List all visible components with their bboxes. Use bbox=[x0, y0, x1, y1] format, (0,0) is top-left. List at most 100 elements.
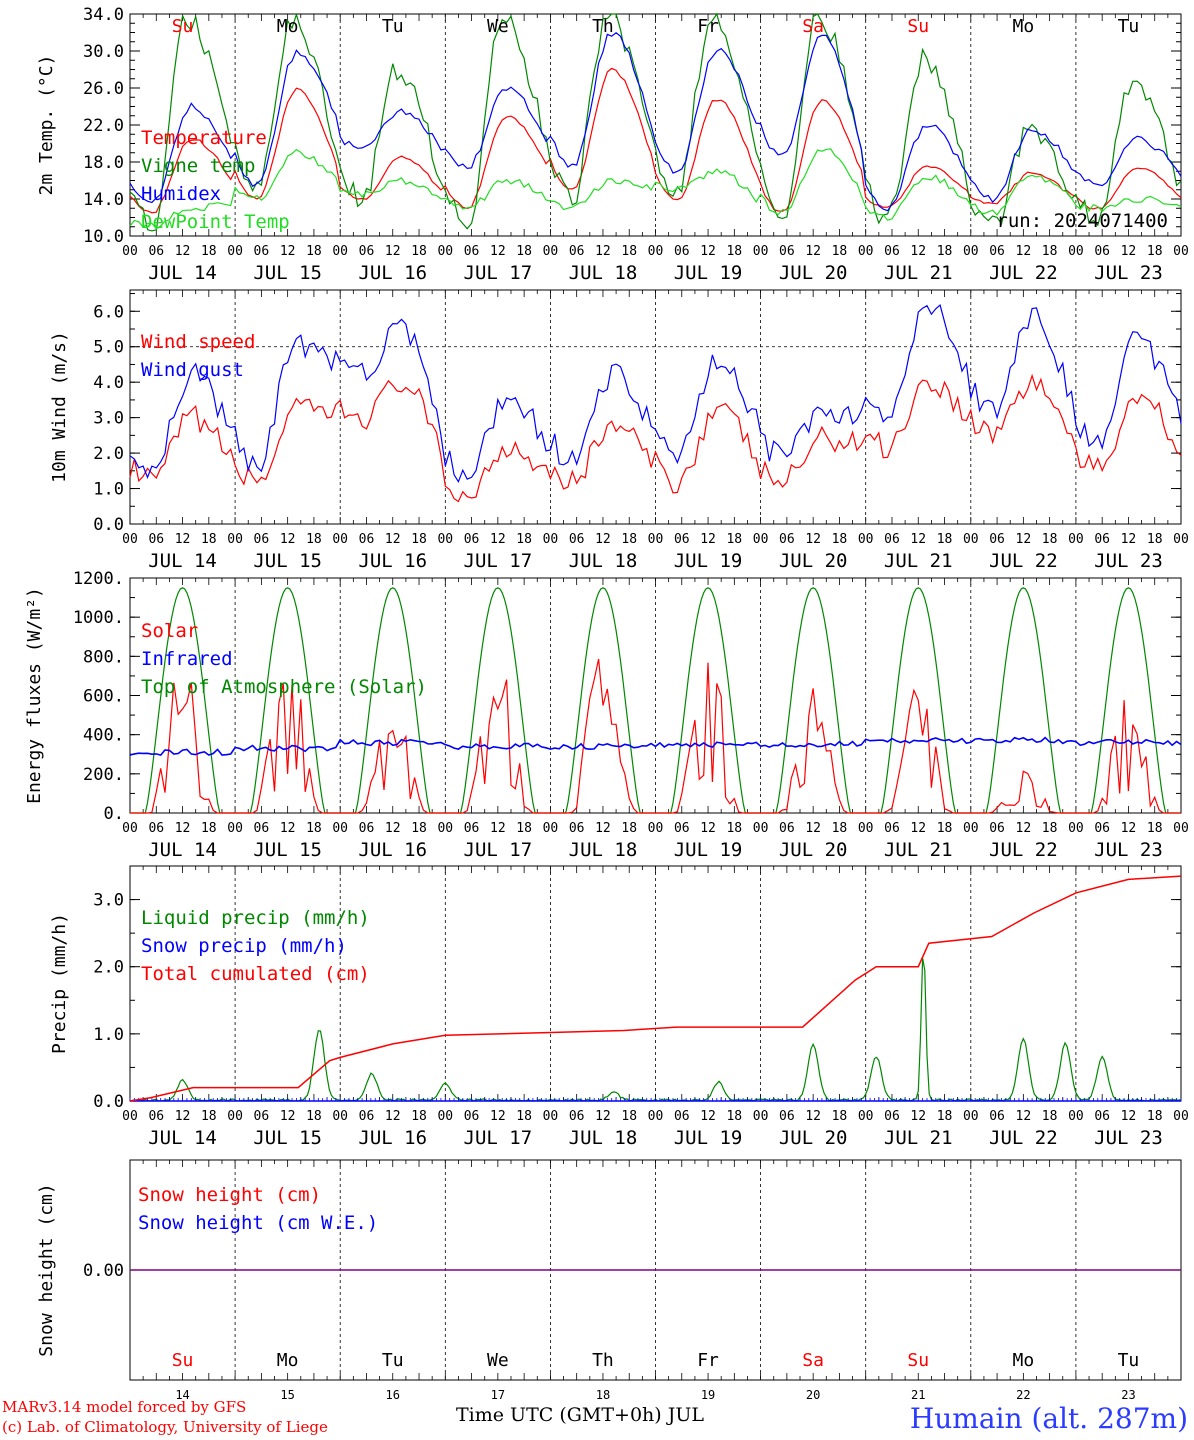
hour-tick-label: 00 bbox=[332, 532, 348, 547]
hour-tick-label: 18 bbox=[621, 821, 637, 836]
legend-entry: Liquid precip (mm/h) bbox=[141, 907, 370, 929]
hour-tick-label: 06 bbox=[779, 821, 795, 836]
date-label: JUL 23 bbox=[1094, 1127, 1163, 1149]
hour-tick-label: 00 bbox=[543, 821, 559, 836]
hour-tick-label: 06 bbox=[359, 821, 375, 836]
hour-tick-label: 06 bbox=[254, 244, 270, 259]
hour-tick-label: 06 bbox=[1094, 1109, 1110, 1124]
hour-tick-label: 12 bbox=[385, 244, 401, 259]
hour-tick-label: 18 bbox=[201, 532, 217, 547]
legend-entry: Top of Atmosphere (Solar) bbox=[141, 676, 427, 698]
weekday-label: Sa bbox=[802, 16, 824, 37]
date-label: JUL 16 bbox=[358, 1127, 427, 1149]
hour-tick-label: 12 bbox=[1121, 244, 1137, 259]
hour-tick-label: 06 bbox=[779, 532, 795, 547]
date-label: JUL 14 bbox=[148, 262, 217, 284]
hour-tick-label: 06 bbox=[989, 821, 1005, 836]
hour-tick-label: 18 bbox=[937, 532, 953, 547]
hour-tick-label: 06 bbox=[254, 532, 270, 547]
hour-tick-label: 12 bbox=[1016, 532, 1032, 547]
hour-tick-label: 18 bbox=[411, 532, 427, 547]
date-label: JUL 21 bbox=[884, 550, 953, 572]
legend-entry: Temperature bbox=[141, 127, 267, 149]
date-label: JUL 14 bbox=[148, 550, 217, 572]
day-number-label: 14 bbox=[175, 1388, 189, 1402]
day-number-label: 23 bbox=[1121, 1388, 1135, 1402]
hour-tick-label: 00 bbox=[1068, 532, 1084, 547]
date-label: JUL 15 bbox=[253, 1127, 322, 1149]
hour-tick-label: 18 bbox=[1147, 1109, 1163, 1124]
hour-tick-label: 12 bbox=[700, 821, 716, 836]
hour-tick-label: 12 bbox=[910, 532, 926, 547]
date-label: JUL 19 bbox=[674, 550, 743, 572]
hour-tick-label: 00 bbox=[227, 532, 243, 547]
weekday-label: We bbox=[487, 1350, 509, 1371]
weekday-label: Mo bbox=[1013, 1350, 1035, 1371]
hour-tick-label: 18 bbox=[306, 532, 322, 547]
hour-tick-label: 00 bbox=[963, 1109, 979, 1124]
date-label: JUL 21 bbox=[884, 262, 953, 284]
legend-entry: Wind gust bbox=[141, 359, 244, 381]
y-tick-label: 400. bbox=[83, 726, 124, 746]
hour-tick-label: 18 bbox=[516, 244, 532, 259]
hour-tick-label: 12 bbox=[175, 821, 191, 836]
hour-tick-label: 06 bbox=[148, 821, 164, 836]
day-number-label: 19 bbox=[701, 1388, 715, 1402]
y-tick-label: 5.0 bbox=[93, 338, 124, 358]
series-humidex bbox=[129, 32, 1182, 212]
hour-tick-label: 12 bbox=[1121, 532, 1137, 547]
y-tick-label: 0.0 bbox=[93, 515, 124, 535]
hour-tick-label: 06 bbox=[148, 532, 164, 547]
hour-tick-label: 18 bbox=[516, 1109, 532, 1124]
date-label: JUL 23 bbox=[1094, 839, 1163, 861]
date-label: JUL 20 bbox=[779, 262, 848, 284]
hour-tick-label: 06 bbox=[884, 1109, 900, 1124]
day-number-label: 18 bbox=[596, 1388, 610, 1402]
series-wind-gust bbox=[129, 304, 1182, 484]
hour-tick-label: 12 bbox=[805, 532, 821, 547]
x-axis-title: Time UTC (GMT+0h) JUL bbox=[456, 1404, 704, 1426]
hour-tick-label: 18 bbox=[621, 532, 637, 547]
series-infrared bbox=[129, 736, 1182, 757]
hour-tick-label: 00 bbox=[753, 1109, 769, 1124]
hour-tick-label: 06 bbox=[464, 532, 480, 547]
hour-tick-label: 06 bbox=[674, 244, 690, 259]
weekday-label: Su bbox=[907, 1350, 929, 1371]
hour-tick-label: 18 bbox=[1147, 532, 1163, 547]
date-label: JUL 19 bbox=[674, 839, 743, 861]
date-label: JUL 22 bbox=[989, 262, 1058, 284]
hour-tick-label: 18 bbox=[621, 244, 637, 259]
y-tick-label: 600. bbox=[83, 687, 124, 707]
panel-2: 00 06 12 18 00 06 12 18 00 06 12 18 00 06 12 18 00 06 12 18… bbox=[49, 289, 1189, 572]
y-tick-label: 10.0 bbox=[83, 227, 124, 247]
hour-tick-label: 12 bbox=[280, 532, 296, 547]
hour-tick-label: 12 bbox=[490, 244, 506, 259]
hour-tick-label: 12 bbox=[385, 532, 401, 547]
hour-tick-label: 18 bbox=[516, 821, 532, 836]
hour-tick-label: 12 bbox=[385, 1109, 401, 1124]
hour-tick-label: 18 bbox=[1147, 821, 1163, 836]
hour-tick-label: 00 bbox=[543, 244, 559, 259]
date-label: JUL 15 bbox=[253, 262, 322, 284]
date-label: JUL 20 bbox=[779, 839, 848, 861]
date-label: JUL 20 bbox=[779, 550, 848, 572]
hour-tick-label: 12 bbox=[595, 821, 611, 836]
hour-tick-label: 18 bbox=[411, 244, 427, 259]
legend-entry: Vigne temp bbox=[141, 155, 255, 177]
y-tick-label: 30.0 bbox=[83, 42, 124, 62]
date-label: JUL 20 bbox=[779, 1127, 848, 1149]
hour-tick-label: 06 bbox=[989, 244, 1005, 259]
y-tick-label: 22.0 bbox=[83, 116, 124, 136]
hour-tick-label: 18 bbox=[306, 1109, 322, 1124]
hour-tick-label: 00 bbox=[122, 244, 138, 259]
date-label: JUL 23 bbox=[1094, 262, 1163, 284]
hour-tick-label: 18 bbox=[726, 1109, 742, 1124]
hour-tick-label: 12 bbox=[1016, 244, 1032, 259]
hour-tick-label: 00 bbox=[437, 532, 453, 547]
hour-tick-label: 12 bbox=[1016, 821, 1032, 836]
hour-tick-label: 18 bbox=[1042, 532, 1058, 547]
hour-tick-label: 06 bbox=[569, 244, 585, 259]
weekday-label: Tu bbox=[1118, 16, 1140, 37]
hour-tick-label: 00 bbox=[122, 532, 138, 547]
